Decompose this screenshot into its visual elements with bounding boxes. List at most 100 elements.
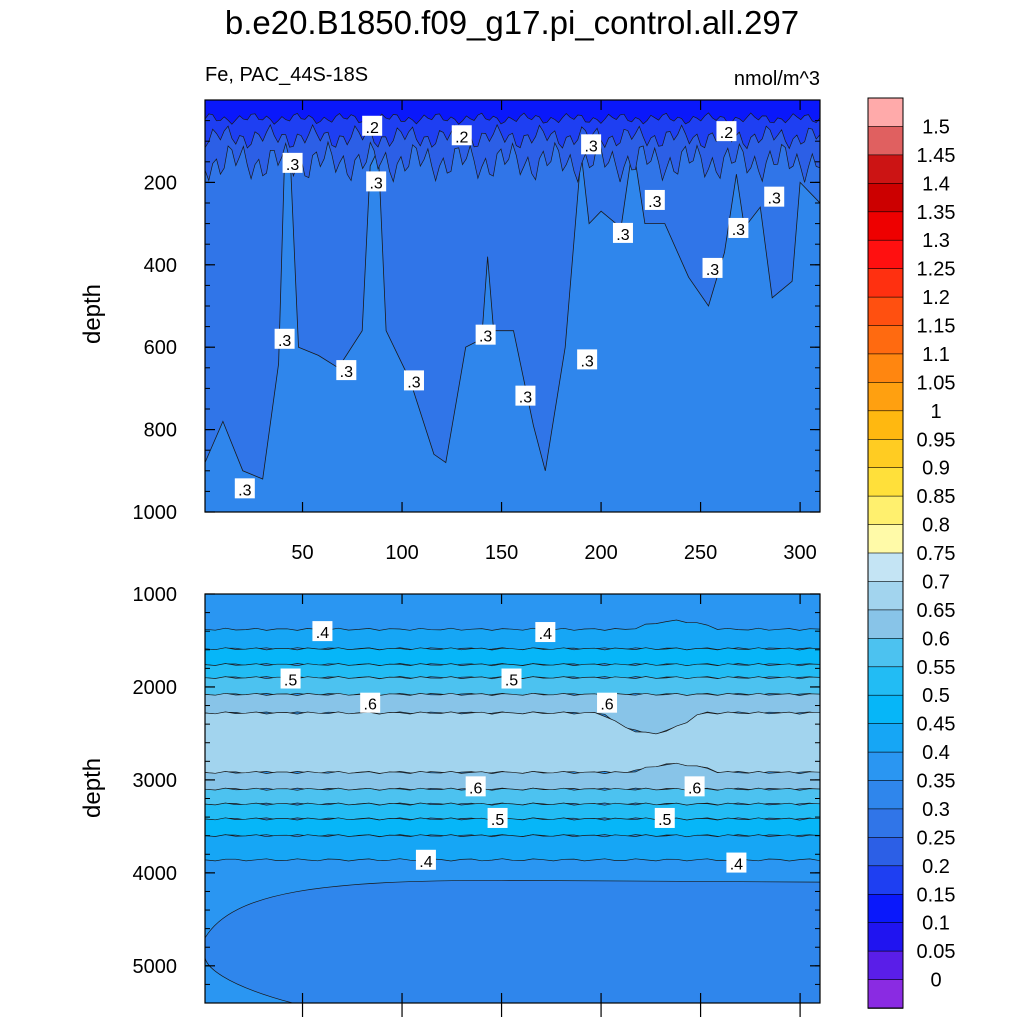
contour-label-bg <box>274 328 295 349</box>
x-tick-label: 100 <box>385 542 418 564</box>
colorbar-label: 1 <box>930 401 941 423</box>
fill-band-0.3-0.35-deep <box>205 879 820 1003</box>
colorbar-swatch <box>867 353 904 384</box>
fill-band-0.55-0.6-deep <box>205 787 820 806</box>
colorbar-label: 0.95 <box>917 429 956 451</box>
contour-label-bg <box>366 171 387 192</box>
y-axis-label: depth <box>79 758 106 818</box>
panel-subtitle-left: Fe, PAC_44S-18S <box>205 64 369 86</box>
contour-label-bg <box>362 115 383 136</box>
colorbar-swatch <box>867 410 904 440</box>
contour-label: .2 <box>455 129 468 146</box>
colorbar-label: 1.35 <box>917 202 956 224</box>
contour-label: .6 <box>600 697 613 714</box>
y-tick-label: 5000 <box>133 956 178 978</box>
contour-label-bg <box>515 385 536 406</box>
colorbar-label: 0.1 <box>922 913 950 935</box>
colorbar-label: 0.9 <box>922 458 950 480</box>
colorbar-label: 0.7 <box>922 571 950 593</box>
contour-label: .3 <box>340 364 353 381</box>
colorbar-label: 0.45 <box>917 714 956 736</box>
y-axis-label: depth <box>79 284 106 344</box>
x-tick-label: 200 <box>584 542 617 564</box>
contour-label: .3 <box>407 374 420 391</box>
colorbar-label: 1.45 <box>917 145 956 167</box>
colorbar-swatch <box>867 694 904 725</box>
colorbar-swatch <box>867 637 904 668</box>
colorbar-swatch <box>867 97 904 128</box>
colorbar-swatch <box>867 922 904 952</box>
colorbar-label: 1.05 <box>917 372 956 394</box>
contour-label-bg <box>403 370 424 391</box>
contour-label-bg <box>644 189 665 210</box>
contour-label-bg <box>312 621 333 642</box>
contour-label-bg <box>336 360 357 381</box>
contour-label-bg <box>234 478 255 499</box>
y-tick-label: 200 <box>144 172 177 194</box>
colorbar-label: 0.85 <box>917 486 956 508</box>
x-tick-label: 250 <box>684 542 717 564</box>
colorbar-label: 1.3 <box>922 230 950 252</box>
contour-label-bg <box>415 849 436 870</box>
colorbar-swatch <box>867 581 904 611</box>
colorbar-swatch <box>867 467 904 497</box>
contour-label: .2 <box>366 120 379 137</box>
contour-label: .3 <box>768 191 781 208</box>
contour-label: .3 <box>519 390 532 407</box>
colorbar-swatch <box>867 268 904 298</box>
colorbar-swatch <box>867 126 904 156</box>
x-tick-label: 50 <box>291 542 313 564</box>
colorbar-swatch <box>867 865 904 895</box>
y-tick-label: 2000 <box>133 677 178 699</box>
lower-fill-group <box>205 594 820 1003</box>
colorbar-swatch <box>867 495 904 526</box>
colorbar-label: 1.1 <box>922 344 950 366</box>
colorbar-swatch <box>867 211 904 242</box>
contour-label: .3 <box>584 138 597 155</box>
x-tick-label: 300 <box>783 542 816 564</box>
contour-label-bg <box>475 324 496 345</box>
colorbar-label: 0 <box>930 970 941 992</box>
contour-label: .5 <box>284 673 297 690</box>
colorbar-swatch <box>867 524 904 554</box>
contour-label-bg <box>597 692 618 713</box>
contour-label-bg <box>501 668 522 689</box>
colorbar-label: 0.4 <box>922 742 950 764</box>
colorbar-swatch <box>867 154 904 185</box>
contour-label: .4 <box>730 857 743 874</box>
colorbar-swatch <box>867 893 904 924</box>
contour-label: .2 <box>720 125 733 142</box>
colorbar-swatch <box>867 751 904 782</box>
colorbar-label: 0.6 <box>922 628 950 650</box>
colorbar-swatch <box>867 666 904 696</box>
contour-label: .3 <box>732 222 745 239</box>
contour-label-bg <box>728 217 749 238</box>
contour-label-bg <box>487 807 508 828</box>
contour-label-bg <box>612 222 633 243</box>
contour-label-bg <box>465 776 486 797</box>
contour-label: .3 <box>369 175 382 192</box>
colorbar-label: 0.05 <box>917 941 956 963</box>
colorbar-swatch <box>867 609 904 640</box>
colorbar-label: 0.75 <box>917 543 956 565</box>
colorbar-swatch <box>867 979 904 1009</box>
colorbar-label: 0.3 <box>922 799 950 821</box>
colorbar-label: 0.55 <box>917 657 956 679</box>
contour-label: .3 <box>286 157 299 174</box>
colorbar-swatch <box>867 325 904 355</box>
contour-label: .3 <box>616 227 629 244</box>
colorbar-frame <box>867 97 904 1009</box>
contour-label: .6 <box>469 780 482 797</box>
colorbar-label: 0.2 <box>922 856 950 878</box>
contour-label-bg <box>764 186 785 207</box>
fill-band-0.65-0.7 <box>205 711 820 774</box>
contour-label-bg <box>535 622 556 643</box>
chart-title: b.e20.B1850.f09_g17.pi_control.all.297 <box>224 4 800 41</box>
x-tick-label: 150 <box>485 542 518 564</box>
contour-label-bg <box>726 852 747 873</box>
colorbar-swatch <box>867 239 904 270</box>
contour-label-bg <box>654 807 675 828</box>
contour-label: .5 <box>505 673 518 690</box>
y-tick-label: 4000 <box>133 863 178 885</box>
